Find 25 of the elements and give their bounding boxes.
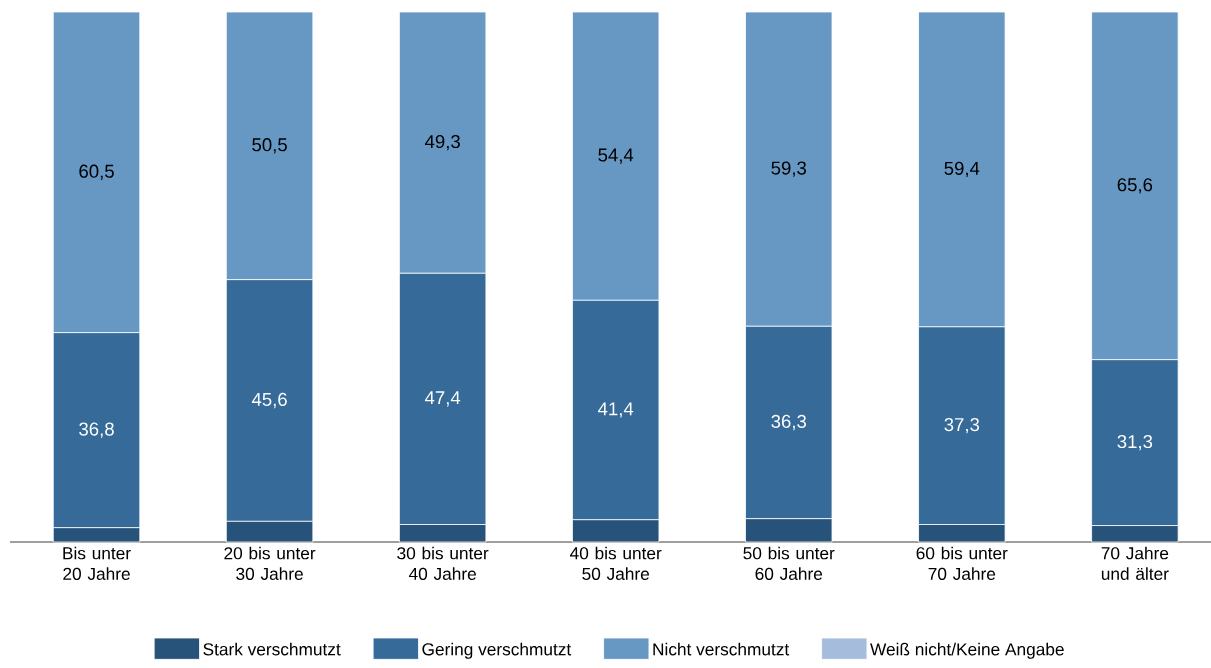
data-label: 45,6: [251, 392, 287, 409]
x-tick-label: 60 bis unter 70 Jahre: [916, 546, 1008, 580]
legend-label: Gering verschmutzt: [422, 642, 572, 659]
data-label: 59,4: [944, 161, 980, 178]
data-label: 50,5: [252, 138, 287, 154]
data-label: 37,3: [944, 417, 980, 434]
x-tick-label: 40 bis unter 50 Jahre: [570, 546, 662, 580]
legend-label: Nicht verschmutzt: [653, 642, 790, 656]
data-label: 31,3: [1117, 434, 1153, 451]
data-label: 60,5: [79, 164, 114, 180]
data-label: 65,6: [1117, 178, 1153, 194]
legend-label: Weiß nicht/Keine Angabe: [870, 642, 1064, 659]
data-label: 47,4: [424, 391, 461, 407]
data-label: 36,3: [771, 414, 807, 431]
x-tick-label: 70 Jahre und älter: [1101, 546, 1169, 580]
data-label: 36,8: [79, 422, 114, 438]
x-tick-label: 50 bis unter 60 Jahre: [743, 546, 835, 580]
x-tick-label: 20 bis unter 30 Jahre: [224, 546, 316, 580]
legend-label: Stark verschmutzt: [203, 642, 341, 656]
data-label: 41,4: [598, 402, 634, 418]
x-tick-label: 30 bis unter 40 Jahre: [397, 546, 489, 580]
data-label: 54,4: [598, 148, 634, 164]
data-label: 59,3: [771, 161, 807, 177]
x-tick-label: Bis unter 20 Jahre: [63, 546, 131, 580]
data-label: 49,3: [424, 134, 460, 151]
